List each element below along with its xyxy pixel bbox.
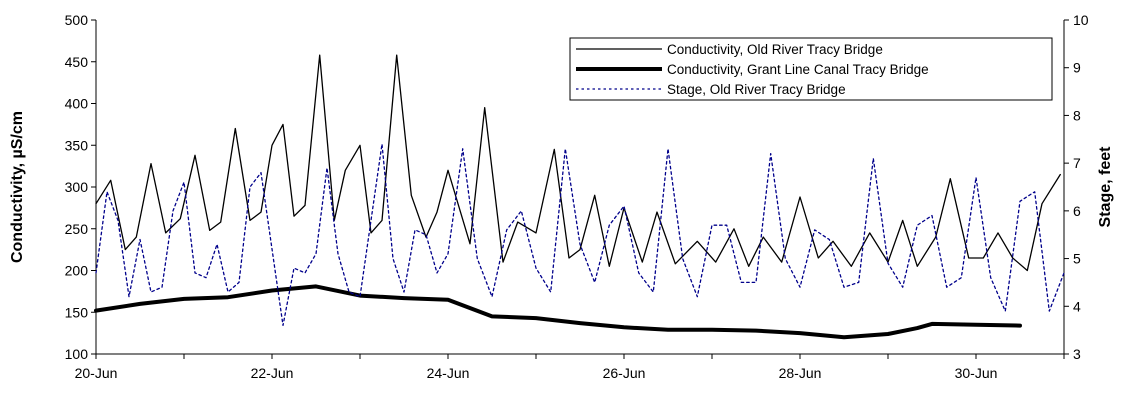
left-y-tick-label: 200 xyxy=(65,263,89,279)
right-axis-title: Stage, feet xyxy=(1097,146,1114,228)
right-y-tick-label: 3 xyxy=(1073,346,1081,362)
x-tick-label: 22-Jun xyxy=(251,365,294,381)
right-y-tick-label: 9 xyxy=(1073,60,1081,76)
tick-group: 100 150 200 250 300 350 400 450 500 3 4 5 6 7 8 9 10 20-J… xyxy=(65,12,1089,381)
left-y-tick-label: 400 xyxy=(65,96,89,112)
left-axis-title: Conductivity, µS/cm xyxy=(9,111,26,263)
left-y-tick-label: 450 xyxy=(65,54,89,70)
x-tick-label: 26-Jun xyxy=(603,365,646,381)
right-y-tick-label: 10 xyxy=(1073,12,1089,28)
right-y-tick-label: 5 xyxy=(1073,251,1081,267)
legend-label-grant-line-conductivity: Conductivity, Grant Line Canal Tracy Bri… xyxy=(667,62,929,77)
legend: Conductivity, Old River Tracy Bridge Con… xyxy=(569,37,1053,101)
series-line-grant-line-conductivity xyxy=(94,284,1022,340)
right-y-tick-label: 8 xyxy=(1073,107,1081,123)
left-y-tick-label: 500 xyxy=(65,12,89,28)
left-y-tick-label: 350 xyxy=(65,137,89,153)
left-y-tick-label: 300 xyxy=(65,179,89,195)
legend-label-old-river-stage: Stage, Old River Tracy Bridge xyxy=(667,82,846,97)
x-tick-label: 30-Jun xyxy=(955,365,998,381)
x-tick-label: 24-Jun xyxy=(427,365,470,381)
left-y-tick-label: 100 xyxy=(65,346,89,362)
series-line-old-river-stage xyxy=(95,143,1065,327)
series-group xyxy=(94,54,1065,340)
x-tick-label: 28-Jun xyxy=(779,365,822,381)
right-y-tick-label: 7 xyxy=(1073,155,1081,171)
series-line-old-river-conductivity xyxy=(95,54,1061,272)
x-tick-label: 20-Jun xyxy=(75,365,118,381)
right-y-tick-label: 6 xyxy=(1073,203,1081,219)
legend-label-old-river-conductivity: Conductivity, Old River Tracy Bridge xyxy=(667,42,883,57)
left-y-tick-label: 250 xyxy=(65,221,89,237)
left-y-tick-label: 150 xyxy=(65,304,89,320)
right-y-tick-label: 4 xyxy=(1073,298,1081,314)
